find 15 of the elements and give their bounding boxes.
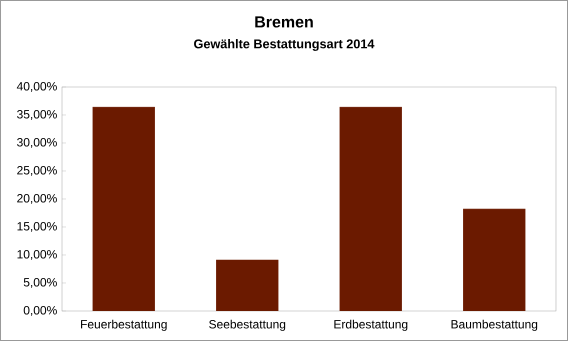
y-tick-label: 15,00% xyxy=(18,222,57,232)
chart-subtitle: Gewählte Bestattungsart 2014 xyxy=(194,39,374,51)
y-tick-label: 30,00% xyxy=(17,138,57,148)
x-tick-label: Baumbestattung xyxy=(452,320,538,331)
y-tick-label: 5,00% xyxy=(24,278,57,288)
y-tick-label: 20,00% xyxy=(17,194,57,204)
y-tick-label: 10,00% xyxy=(18,250,57,260)
y-tick-label: 40,00% xyxy=(16,82,57,92)
chart-title: Bremen xyxy=(255,16,313,28)
y-tick-label: 0,00% xyxy=(24,306,57,316)
x-tick-label: Seebestattung xyxy=(209,320,286,331)
x-tick-label: Feuerbestattung xyxy=(81,320,167,331)
x-tick-label: Erdbestattung xyxy=(334,320,408,331)
y-tick-label: 25,00% xyxy=(17,166,57,176)
y-tick-label: 35,00% xyxy=(17,110,57,120)
